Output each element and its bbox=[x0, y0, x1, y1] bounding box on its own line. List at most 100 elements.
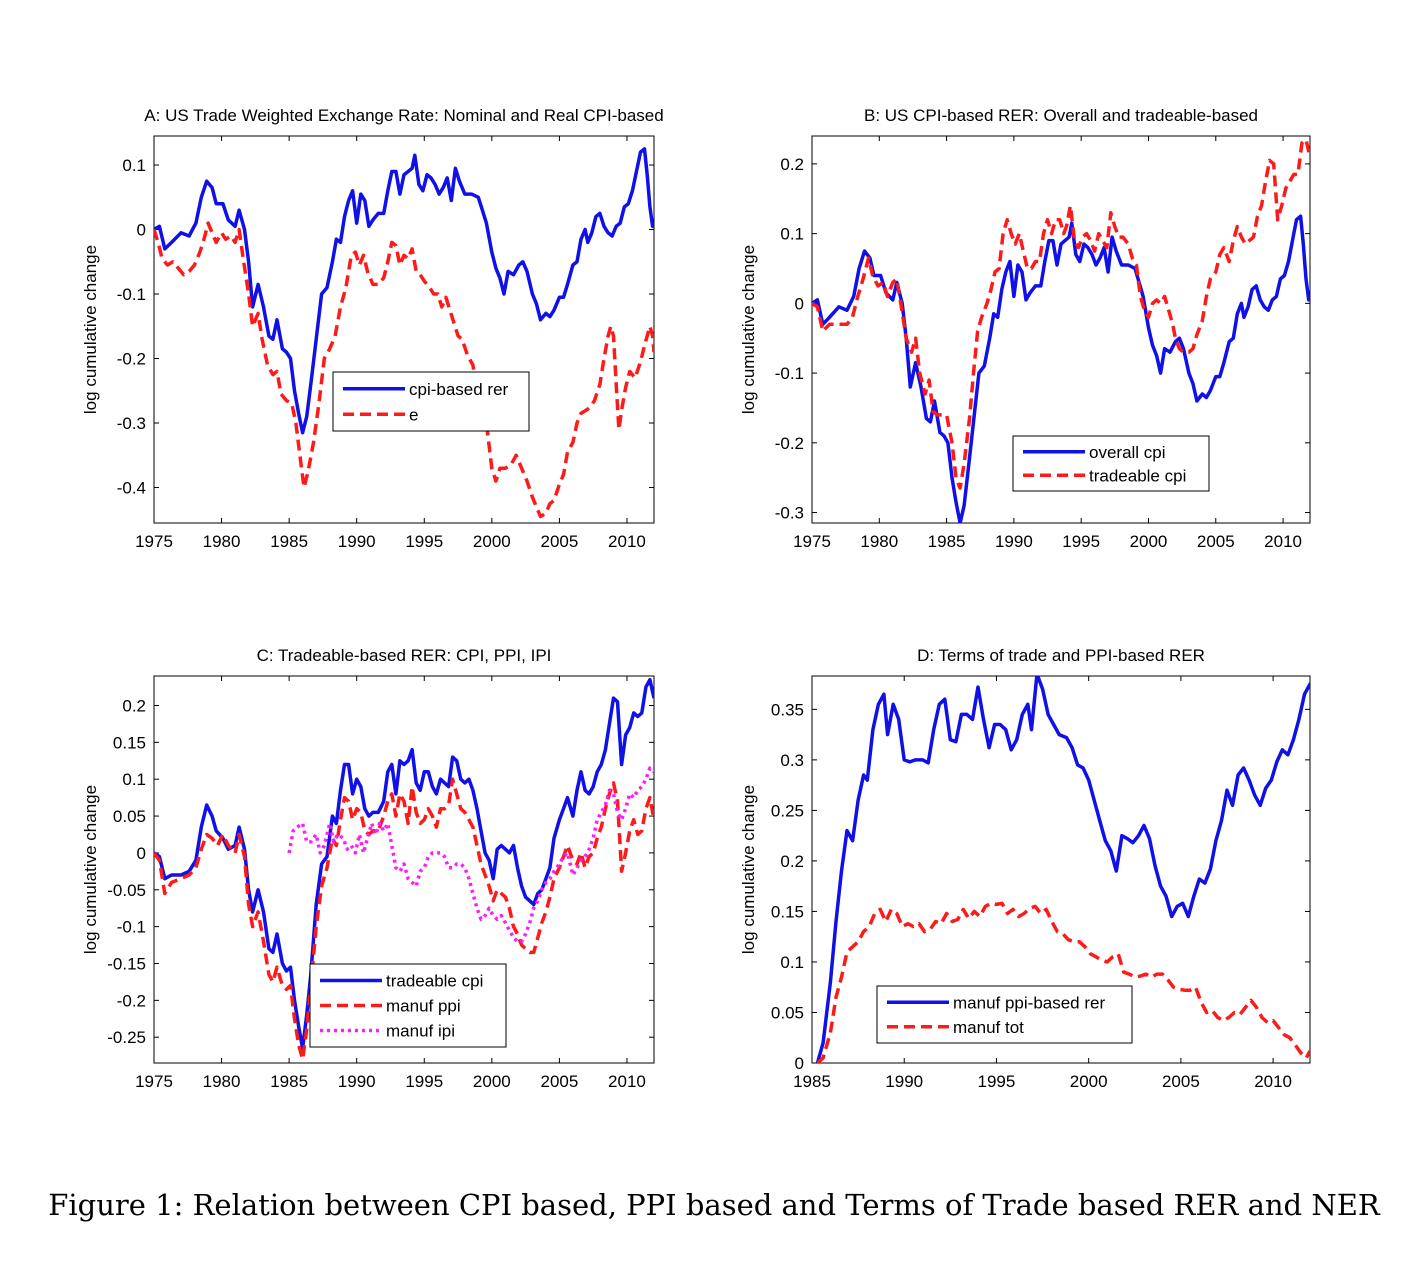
y-tick-label: 0.35 bbox=[771, 700, 804, 719]
y-tick-label: 0.2 bbox=[780, 155, 804, 174]
y-tick-label: 0.05 bbox=[771, 1003, 804, 1022]
series-line-manuf-ppi bbox=[154, 777, 654, 1062]
legend-entry: overall cpi bbox=[1089, 443, 1166, 462]
x-tick-label: 1985 bbox=[928, 532, 966, 551]
y-tick-label: 0 bbox=[795, 1054, 804, 1073]
x-tick-label: 1995 bbox=[405, 1072, 443, 1091]
y-tick-label: 0.2 bbox=[122, 696, 146, 715]
figure-canvas: A: US Trade Weighted Exchange Rate: Nomi… bbox=[81, 106, 1311, 1091]
x-tick-label: 1990 bbox=[885, 1072, 923, 1091]
y-axis-label: log cumulative change bbox=[81, 785, 100, 954]
x-tick-label: 2005 bbox=[540, 532, 578, 551]
series-line-manuf-ipi bbox=[287, 766, 654, 944]
y-tick-label: 0.15 bbox=[113, 733, 146, 752]
legend-box bbox=[332, 371, 530, 432]
y-tick-label: -0.1 bbox=[117, 918, 146, 937]
series-line-overall-cpi bbox=[812, 214, 1310, 523]
y-tick-label: -0.05 bbox=[107, 881, 146, 900]
y-tick-label: -0.2 bbox=[117, 350, 146, 369]
plot-area bbox=[153, 675, 655, 1064]
y-tick-label: -0.3 bbox=[775, 504, 804, 523]
series-line-e bbox=[154, 221, 654, 519]
y-tick-label: -0.4 bbox=[117, 479, 146, 498]
plot-area bbox=[811, 675, 1311, 1064]
x-tick-label: 1995 bbox=[1062, 532, 1100, 551]
y-tick-label: -0.15 bbox=[107, 954, 146, 973]
x-tick-label: 1990 bbox=[338, 532, 376, 551]
chart-title: D: Terms of trade and PPI-based RER bbox=[917, 646, 1205, 665]
x-tick-label: 1985 bbox=[270, 532, 308, 551]
legend: tradeable cpi manuf ppi manuf ipi bbox=[309, 963, 507, 1048]
x-tick-label: 1985 bbox=[270, 1072, 308, 1091]
series-line-cpi-based-rer bbox=[154, 147, 654, 435]
x-tick-label: 2005 bbox=[1162, 1072, 1200, 1091]
series-line-manuf-ppi-based-rer bbox=[815, 676, 1310, 1063]
y-tick-label: 0.15 bbox=[771, 902, 804, 921]
chart-panel-c: C: Tradeable-based RER: CPI, PPI, IPI log… bbox=[81, 646, 655, 1091]
series-line-tradeable-cpi bbox=[812, 137, 1310, 490]
x-tick-label: 2005 bbox=[540, 1072, 578, 1091]
x-tick-label: 1995 bbox=[405, 532, 443, 551]
series-line-manuf-tot bbox=[816, 901, 1310, 1063]
x-tick-label: 2010 bbox=[1254, 1072, 1292, 1091]
x-tick-label: 2000 bbox=[473, 532, 511, 551]
y-tick-label: 0.05 bbox=[113, 807, 146, 826]
x-tick-label: 1975 bbox=[793, 532, 831, 551]
chart-title: B: US CPI-based RER: Overall and tradeab… bbox=[864, 106, 1258, 125]
y-tick-label: 0.2 bbox=[780, 852, 804, 871]
legend-entry: manuf ppi bbox=[386, 997, 461, 1016]
chart-panel-a: A: US Trade Weighted Exchange Rate: Nomi… bbox=[81, 106, 664, 551]
chart-panel-b: B: US CPI-based RER: Overall and tradeab… bbox=[739, 106, 1311, 551]
y-tick-label: 0.1 bbox=[122, 770, 146, 789]
legend-entry: e bbox=[409, 405, 418, 424]
y-tick-label: -0.2 bbox=[117, 991, 146, 1010]
legend-entry: tradeable cpi bbox=[386, 972, 483, 991]
legend-entry: manuf ppi-based rer bbox=[953, 993, 1105, 1012]
y-tick-label: 0.1 bbox=[780, 953, 804, 972]
y-tick-label: 0.1 bbox=[780, 225, 804, 244]
y-axis-label: log cumulative change bbox=[739, 785, 758, 954]
figure-caption: Figure 1: Relation between CPI based, PP… bbox=[48, 1188, 1380, 1222]
x-tick-label: 2000 bbox=[473, 1072, 511, 1091]
plot-area bbox=[153, 135, 655, 524]
legend-box bbox=[876, 985, 1133, 1044]
y-tick-label: 0 bbox=[795, 294, 804, 313]
y-axis-label: log cumulative change bbox=[739, 245, 758, 414]
legend-box bbox=[1012, 435, 1210, 492]
plot-area bbox=[811, 135, 1311, 524]
chart-title: C: Tradeable-based RER: CPI, PPI, IPI bbox=[257, 646, 552, 665]
y-tick-label: -0.1 bbox=[775, 364, 804, 383]
y-tick-label: 0 bbox=[137, 844, 146, 863]
x-tick-label: 2010 bbox=[1264, 532, 1302, 551]
x-tick-label: 2000 bbox=[1070, 1072, 1108, 1091]
x-tick-label: 1985 bbox=[793, 1072, 831, 1091]
x-tick-label: 1990 bbox=[995, 532, 1033, 551]
legend-entry: manuf tot bbox=[953, 1018, 1024, 1037]
y-tick-label: -0.2 bbox=[775, 434, 804, 453]
y-tick-label: -0.25 bbox=[107, 1028, 146, 1047]
x-tick-label: 1980 bbox=[860, 532, 898, 551]
x-tick-label: 2000 bbox=[1130, 532, 1168, 551]
legend: manuf ppi-based rer manuf tot bbox=[876, 985, 1133, 1044]
legend-entry: cpi-based rer bbox=[409, 380, 509, 399]
y-tick-label: -0.3 bbox=[117, 414, 146, 433]
legend: overall cpi tradeable cpi bbox=[1012, 435, 1210, 492]
x-tick-label: 2010 bbox=[608, 1072, 646, 1091]
x-tick-label: 1980 bbox=[203, 1072, 241, 1091]
legend: cpi-based rer e bbox=[332, 371, 530, 432]
x-tick-label: 1995 bbox=[978, 1072, 1016, 1091]
series-line-tradeable-cpi bbox=[154, 677, 654, 1051]
x-tick-label: 2010 bbox=[608, 532, 646, 551]
y-tick-label: 0.1 bbox=[122, 156, 146, 175]
y-tick-label: 0 bbox=[137, 221, 146, 240]
x-tick-label: 1990 bbox=[338, 1072, 376, 1091]
y-tick-label: 0.25 bbox=[771, 801, 804, 820]
y-tick-label: -0.1 bbox=[117, 285, 146, 304]
x-tick-label: 1975 bbox=[135, 532, 173, 551]
legend-entry: manuf ipi bbox=[386, 1022, 455, 1041]
x-tick-label: 1980 bbox=[203, 532, 241, 551]
y-tick-label: 0.3 bbox=[780, 751, 804, 770]
y-axis-label: log cumulative change bbox=[81, 245, 100, 414]
chart-title: A: US Trade Weighted Exchange Rate: Nomi… bbox=[144, 106, 663, 125]
x-tick-label: 1975 bbox=[135, 1072, 173, 1091]
